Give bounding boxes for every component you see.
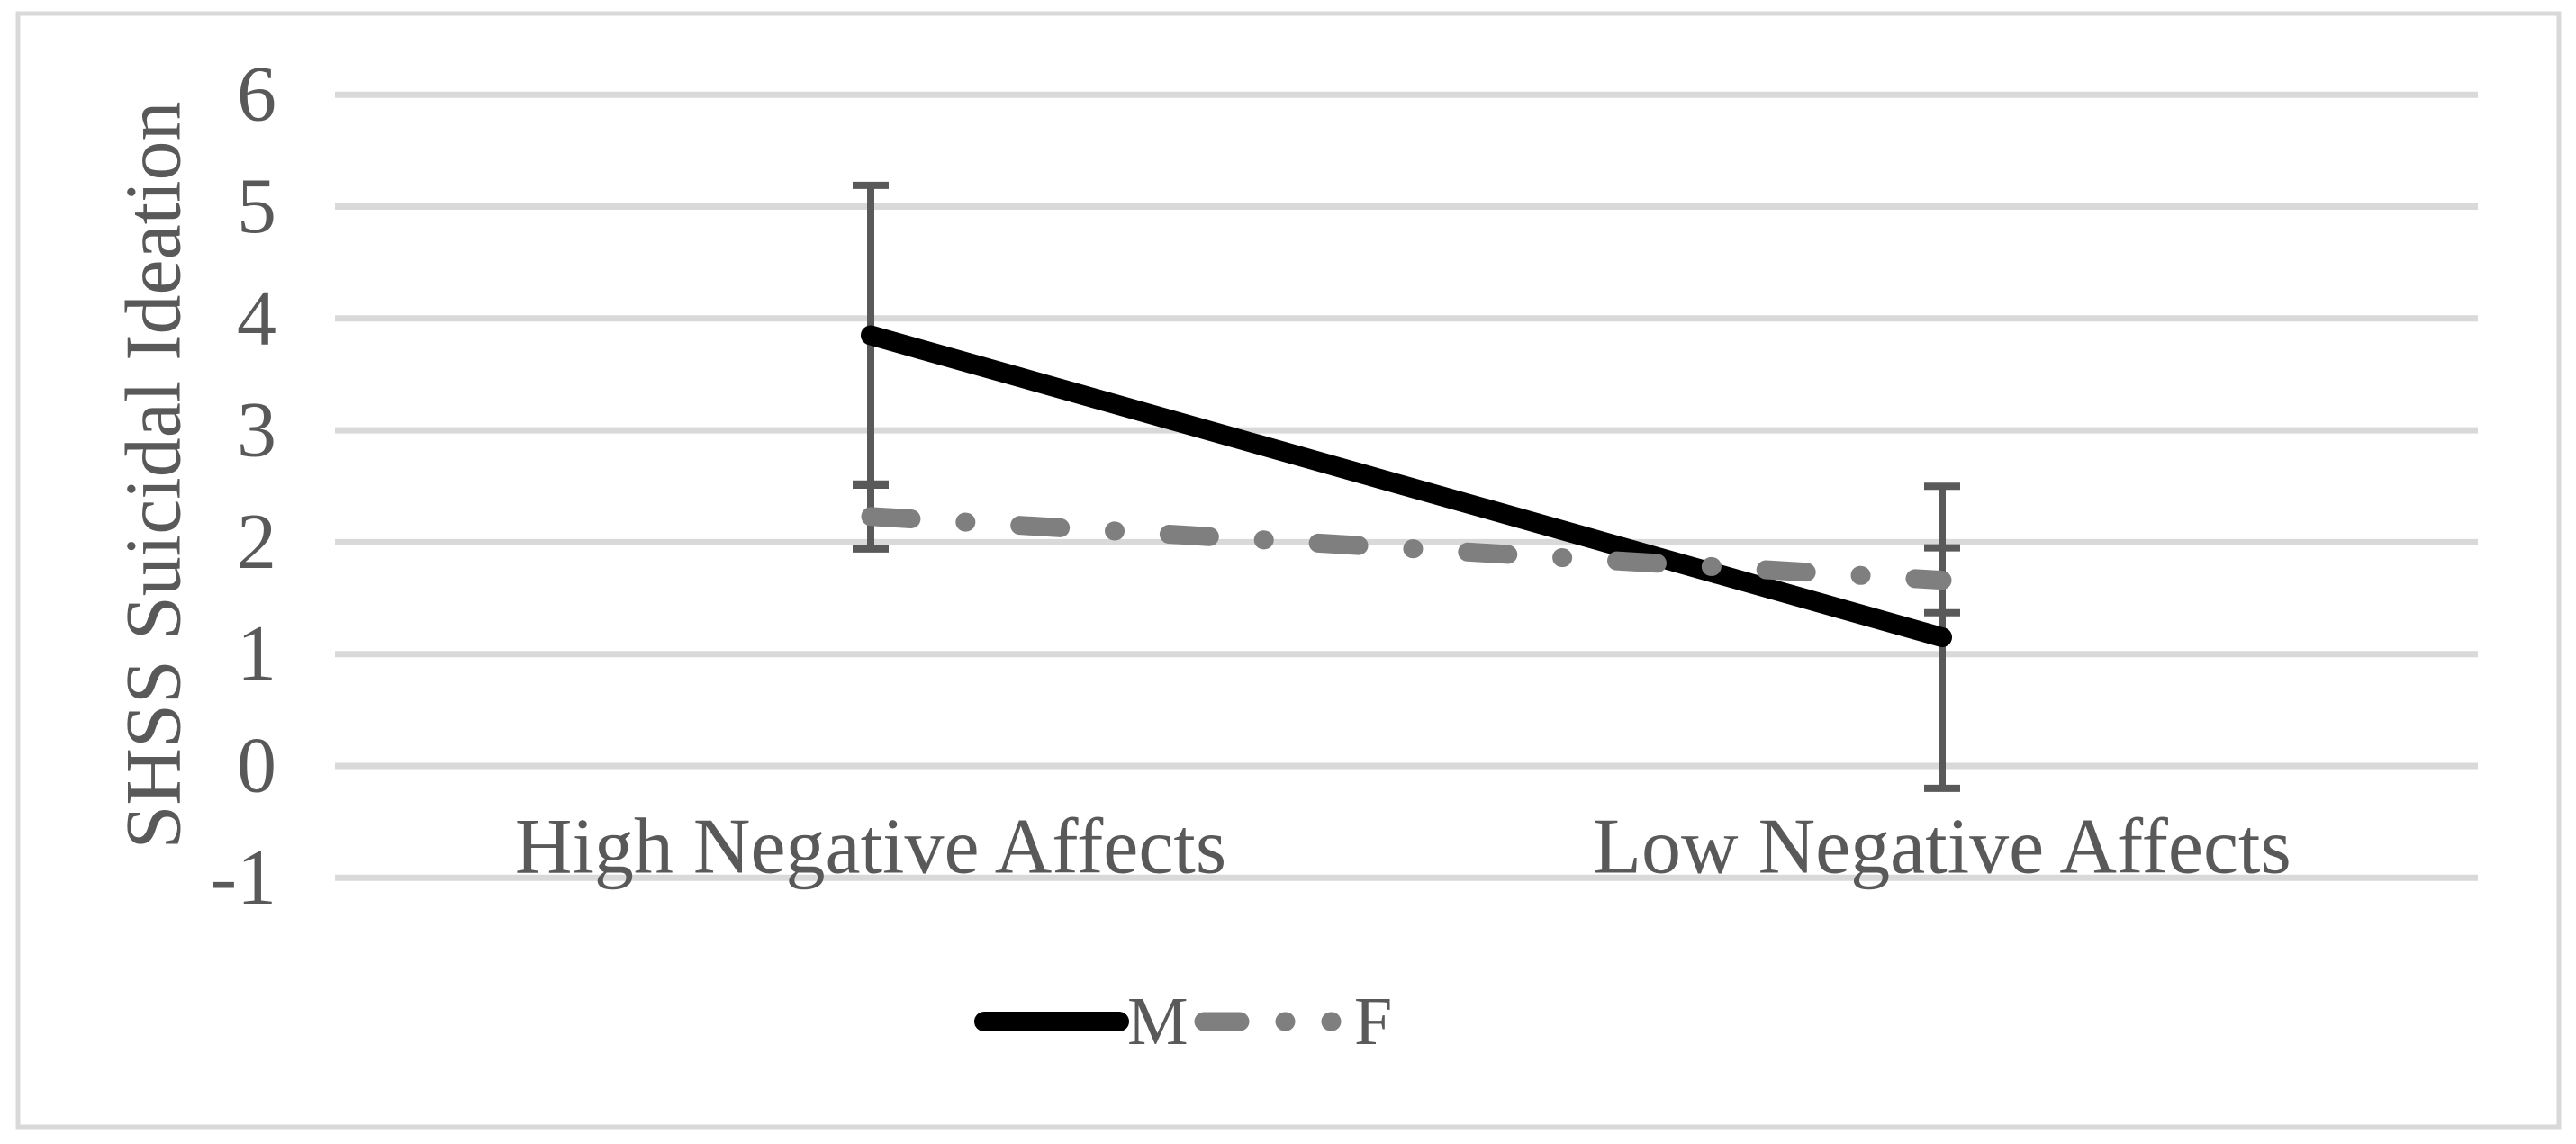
x-category-label: High Negative Affects [515,804,1226,891]
legend-item-f: F [1194,984,1392,1059]
y-tick-label: 6 [237,51,276,139]
series-line-f [861,507,1952,590]
y-tick-label: 1 [237,610,276,698]
legend-item-m: M [974,984,1189,1059]
y-tick-label: 3 [237,387,276,474]
y-tick-label: -1 [211,834,276,922]
x-axis-category-labels: High Negative Affects Low Negative Affect… [515,804,2291,891]
legend-label: M [1127,984,1189,1059]
y-tick-label: 4 [237,275,276,362]
y-tick-label: 5 [237,163,276,250]
series-lines [861,325,1952,648]
y-axis-title: SHSS Suicidal Ideation [111,101,198,849]
y-tick-label: 0 [237,723,276,810]
figure-border [15,11,2562,1130]
y-tick-label: 2 [237,499,276,586]
legend-label: F [1354,984,1392,1059]
x-category-label: Low Negative Affects [1593,804,2291,891]
series-line-m [861,325,1952,648]
y-axis-tick-labels: 6 5 4 3 2 1 0 -1 [211,51,276,922]
